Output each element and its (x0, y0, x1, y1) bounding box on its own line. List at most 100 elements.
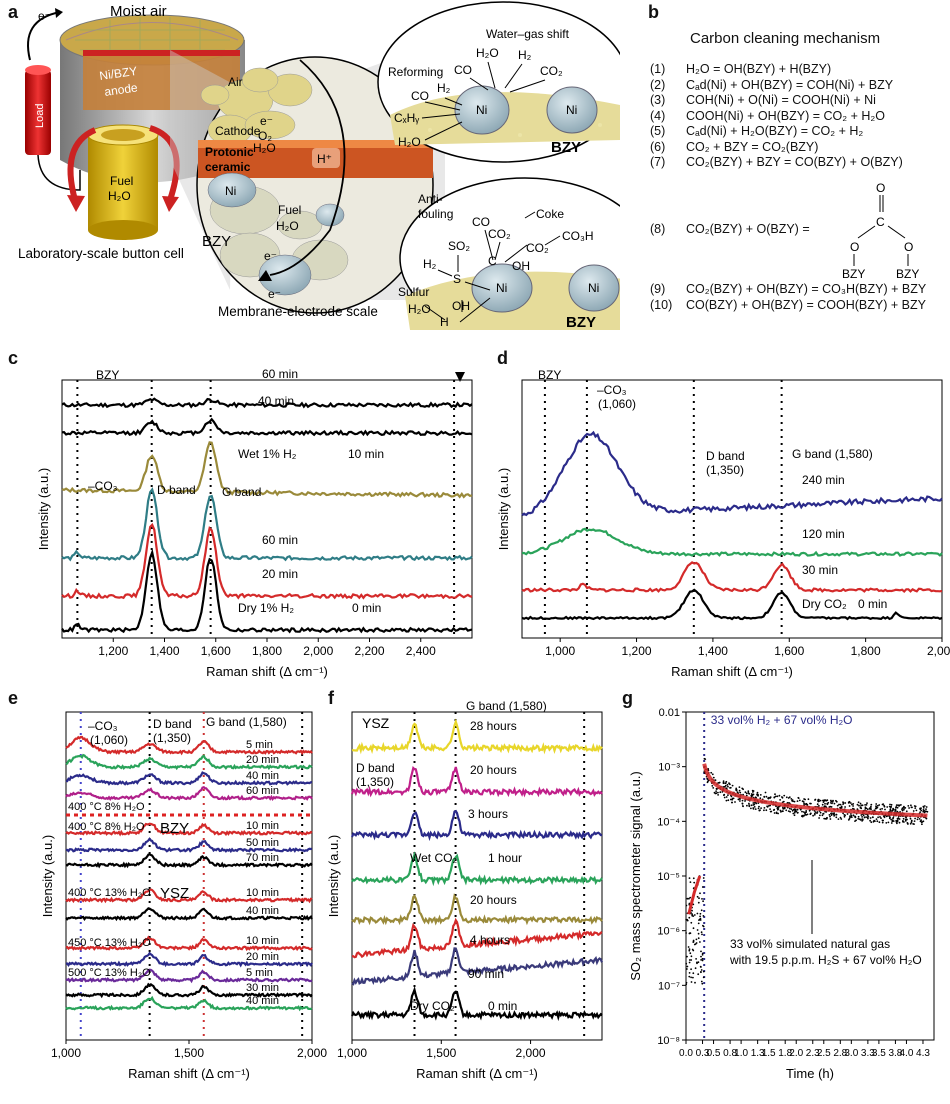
data-point-raw (695, 958, 697, 960)
fuel-cylinder (88, 135, 158, 230)
data-point-raw (881, 803, 884, 806)
data-point-raw (814, 812, 816, 815)
charts-c-d: 1,200 1,400 1,600 1,800 2,000 2,200 2,400 Raman… (36, 367, 950, 679)
data-point-raw (739, 800, 741, 802)
data-point-raw (692, 976, 694, 979)
annotation-wet-c: Wet 1% H₂ (238, 447, 297, 461)
series-label-d-0: 240 min (802, 473, 845, 487)
data-point-raw (694, 967, 697, 970)
species-co-af: CO (472, 215, 490, 229)
data-point-raw (685, 904, 688, 907)
data-point-raw (832, 812, 835, 815)
data-point-raw (895, 804, 898, 806)
data-point-raw (877, 816, 879, 819)
series-label-d-3: 0 min (858, 597, 887, 611)
data-point-raw (849, 802, 852, 804)
series-e-7 (65, 888, 313, 904)
data-point-raw (745, 792, 748, 795)
data-point-raw (866, 808, 869, 811)
data-point-raw (722, 782, 725, 785)
data-point-raw (909, 822, 912, 825)
data-point-raw (697, 932, 700, 935)
data-point-raw (686, 965, 689, 968)
data-point-raw (904, 807, 907, 809)
e-minus-label: e⁻ (260, 114, 273, 128)
ni-label-top-2: Ni (566, 103, 577, 117)
series-c-3 (61, 487, 473, 562)
data-point-raw (688, 916, 691, 919)
data-point-raw (763, 796, 766, 798)
series-label-d-1: 120 min (802, 527, 845, 541)
data-point-raw (857, 801, 860, 804)
x-tick-label: 1,200 (622, 644, 652, 658)
data-point-raw (919, 811, 922, 813)
data-point-raw (758, 809, 761, 812)
data-point-raw (810, 802, 812, 805)
data-point-raw (695, 938, 698, 941)
data-point-raw (850, 814, 853, 817)
series-label-c-0: 60 min (262, 367, 298, 381)
data-point-raw (793, 800, 796, 803)
plot-frame-c (61, 379, 473, 639)
data-point-raw (885, 815, 888, 818)
annotation-dband-f: D band (356, 761, 395, 775)
data-point-raw (857, 815, 860, 818)
equation-3: (3) COH(Ni) + O(Ni) = COOH(Ni) + Ni (650, 93, 876, 107)
x-tick-label: 1,000 (337, 1046, 367, 1060)
data-point-raw (701, 982, 704, 985)
data-point-raw (856, 808, 859, 810)
data-point-raw (773, 812, 776, 814)
data-point-raw (777, 812, 779, 815)
cathode-particles (200, 67, 313, 146)
data-point-raw (848, 801, 850, 804)
data-point-raw (692, 939, 695, 942)
data-point-raw (916, 818, 919, 821)
series-label-e-8: 40 min (246, 905, 279, 917)
data-point-raw (702, 900, 704, 903)
y-tick-label: 10⁻⁸ (657, 1035, 680, 1047)
data-point-raw (840, 818, 843, 820)
y-tick-label: 10⁻³ (658, 762, 680, 774)
series-c-2 (61, 441, 473, 499)
series-label-e-12: 30 min (246, 982, 279, 994)
data-point-raw (688, 948, 691, 950)
data-point-raw (910, 804, 912, 807)
x-tick-label: 1,400 (698, 644, 728, 658)
species-h2o-h: H₂O (408, 302, 431, 316)
data-point-raw (831, 800, 834, 803)
data-point-raw (875, 803, 878, 805)
data-point-raw (745, 794, 748, 797)
series-label-e-2: 40 min (246, 770, 279, 782)
data-point-raw (739, 791, 742, 794)
o2-label: O₂ (258, 129, 272, 143)
charts-e-f-g: 1,000 1,500 2,000 Raman shift (Δ cm⁻¹) Inten… (40, 699, 935, 1081)
data-point-raw (892, 807, 894, 810)
data-point-raw (859, 802, 862, 805)
data-point-raw (728, 782, 730, 785)
data-point-raw (814, 811, 817, 813)
x-tick-label: 2,000 (927, 644, 950, 658)
annotation-bzy-e: BZY (160, 820, 189, 837)
plot-frame-d (521, 379, 943, 639)
data-point-raw (742, 805, 744, 808)
annotation-bzy-c: BZY (96, 368, 119, 382)
data-point-raw (925, 808, 927, 810)
series-label-e-7: 10 min (246, 887, 279, 899)
data-point-raw (729, 798, 732, 801)
data-point-raw (913, 823, 915, 825)
data-point-raw (918, 818, 921, 820)
data-point-raw (769, 810, 772, 813)
water-gas-shift-label: Water–gas shift (486, 27, 570, 41)
data-point-raw (862, 814, 865, 817)
annotation-1350-f: (1,350) (356, 775, 394, 789)
lab-scale-caption: Laboratory-scale button cell (18, 246, 184, 261)
data-point-raw (866, 802, 868, 804)
data-point-raw (871, 816, 874, 818)
data-point-raw (875, 818, 878, 820)
data-point-raw (870, 808, 872, 811)
data-point-raw (744, 791, 747, 794)
data-point-raw (850, 816, 853, 819)
plot-frame-f (351, 711, 603, 1041)
annotation-dband-c: D band (157, 483, 196, 497)
carbonate-structure: O C O O BZY BZY (842, 181, 919, 280)
